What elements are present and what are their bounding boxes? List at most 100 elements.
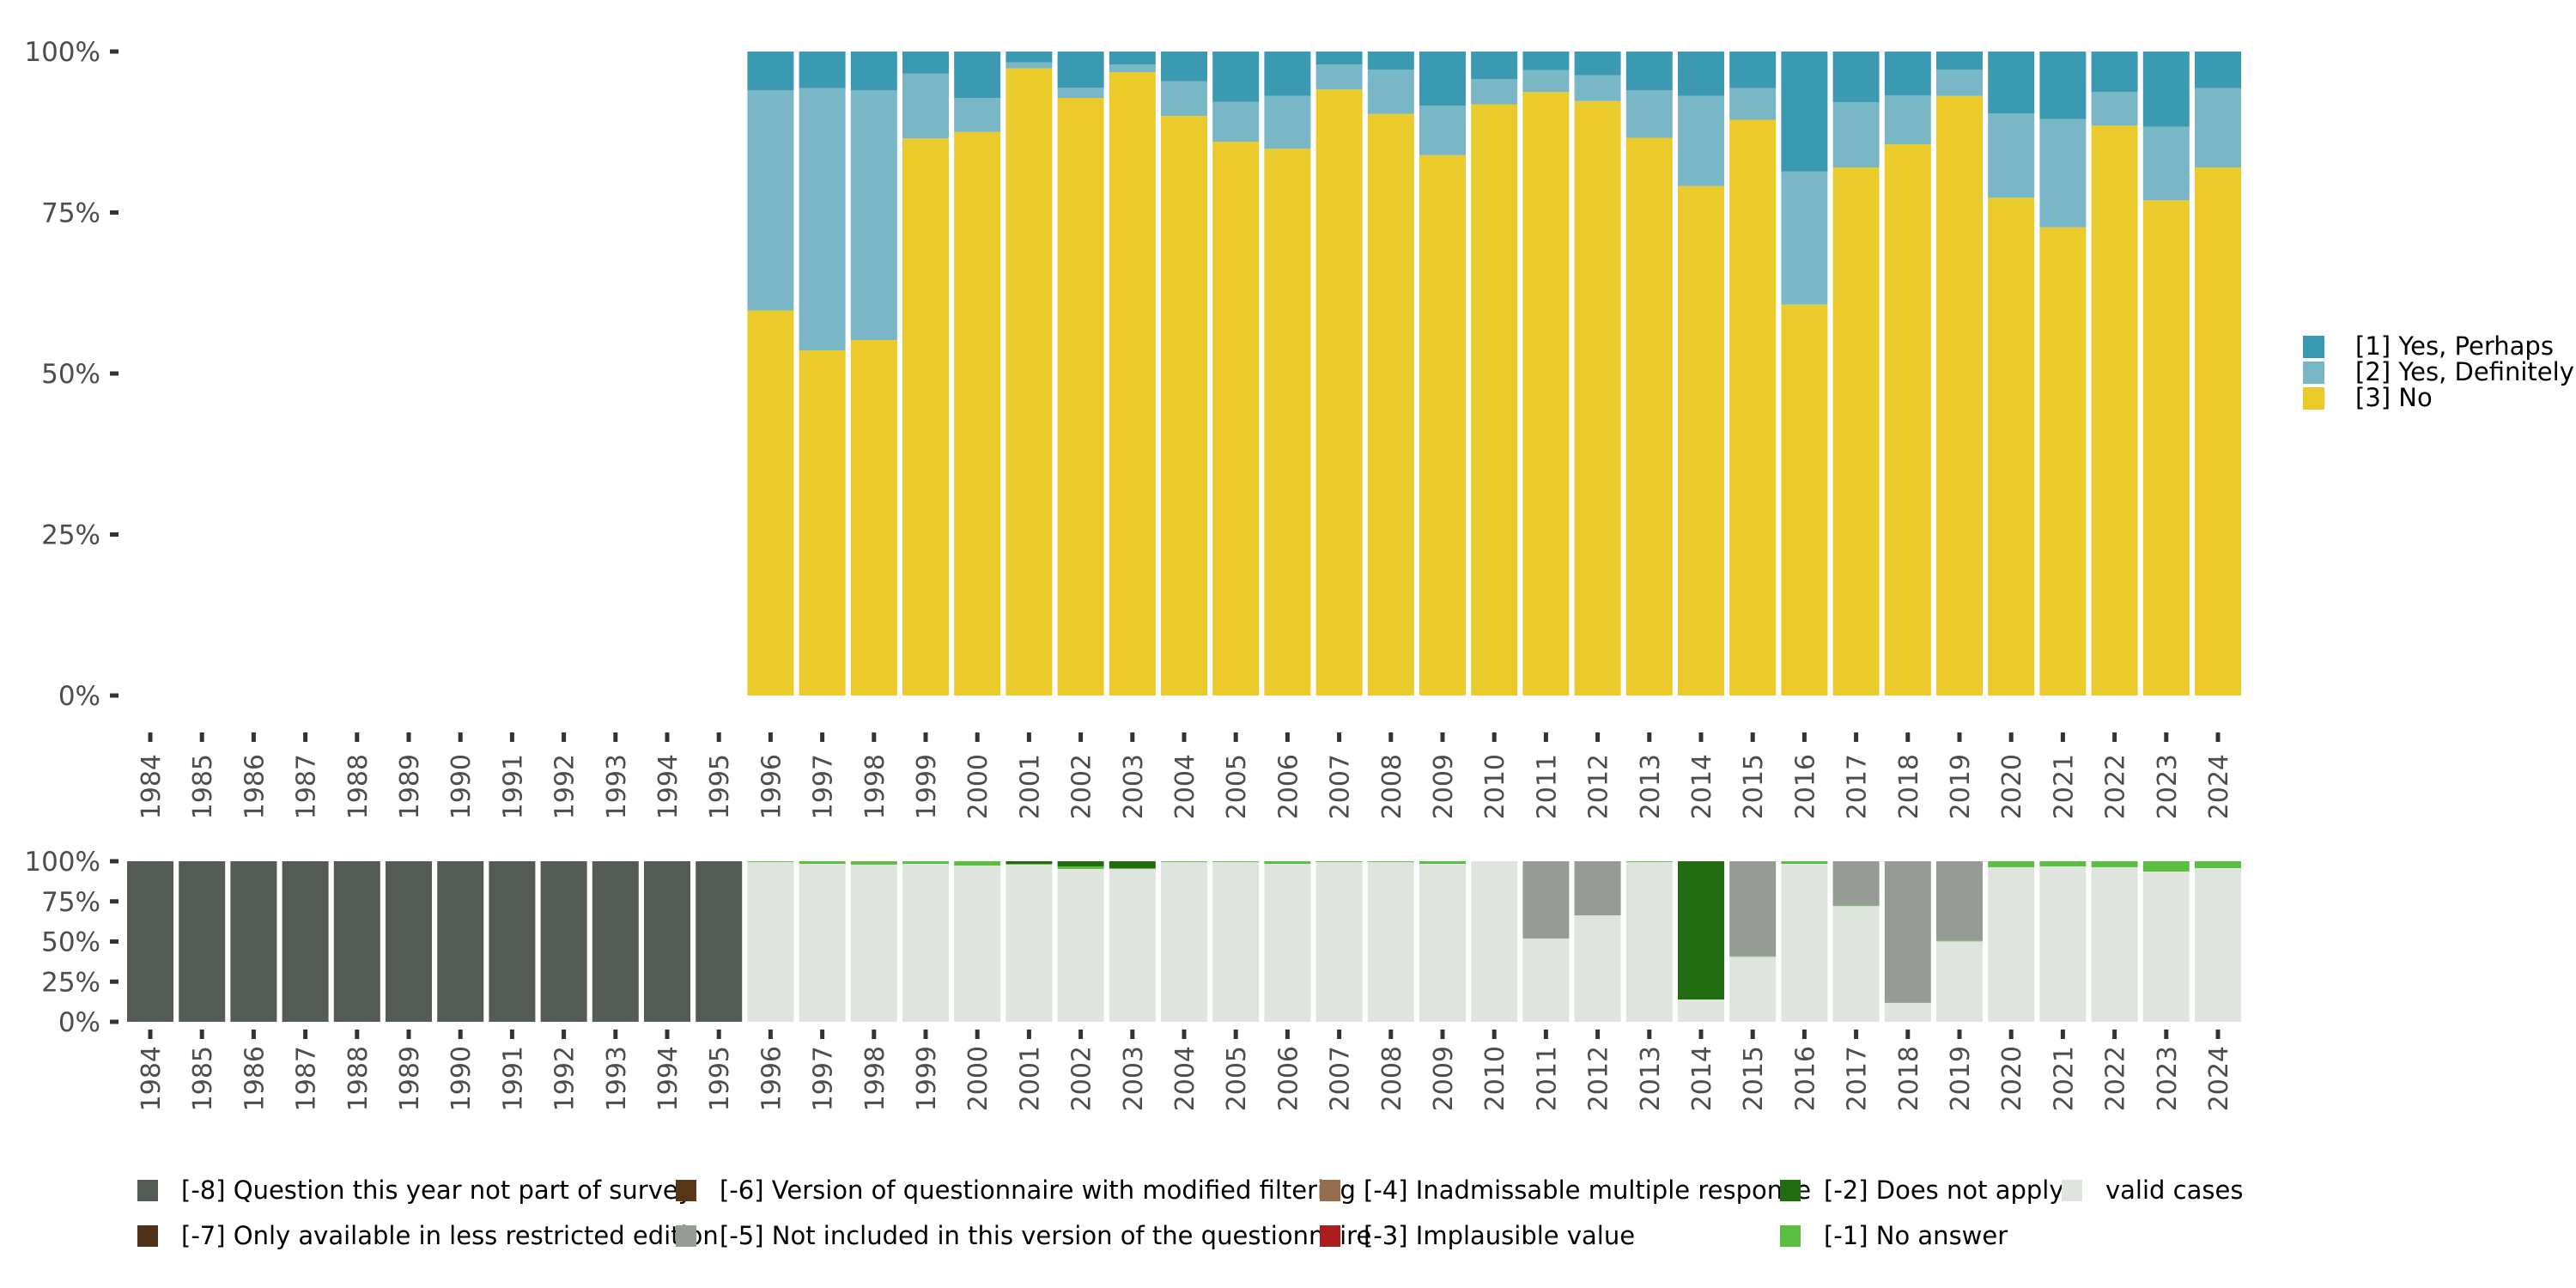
main-bar-2022-series-2 <box>2091 52 2138 93</box>
missing-bar-2014-series-0 <box>1678 999 1724 1022</box>
main-bar-2015-series-2 <box>1729 52 1777 88</box>
main-bar-2019-series-1 <box>1936 70 1983 96</box>
missing-bar-2023-series-1 <box>2142 861 2190 872</box>
missing-bar-2014-series-2 <box>1678 861 1724 1000</box>
missing-legend-label-5: [-7] Only available in less restricted e… <box>181 1221 719 1250</box>
missing-xtick-label-2016: 2016 <box>1790 1046 1820 1111</box>
main-xtick-label-2012: 2012 <box>1584 754 1614 819</box>
main-bar-2004-series-2 <box>1161 52 1207 82</box>
main-bar-2001-series-2 <box>1005 52 1053 63</box>
main-bar-1998-series-1 <box>850 90 897 340</box>
missing-xtick-label-2012: 2012 <box>1584 1046 1614 1111</box>
main-bar-2008-series-2 <box>1367 52 1414 70</box>
missing-xtick-label-2009: 2009 <box>1429 1046 1459 1111</box>
main-bar-2000-series-0 <box>954 131 1001 696</box>
main-xtick-label-2007: 2007 <box>1326 754 1356 819</box>
main-xtick-label-2016: 2016 <box>1790 754 1820 819</box>
missing-legend-key-7 <box>1320 1225 1340 1247</box>
missing-xtick-label-2023: 2023 <box>2153 1046 2183 1111</box>
missing-xtick-label-1997: 1997 <box>809 1046 839 1111</box>
main-xtick-label-2009: 2009 <box>1429 754 1459 819</box>
missing-bar-2001-series-1 <box>1005 863 1053 865</box>
missing-bar-2022-series-1 <box>2091 861 2138 867</box>
missing-bar-2000-series-1 <box>954 861 1001 866</box>
main-xtick-label-1994: 1994 <box>653 754 683 819</box>
missing-bar-1995-series-4 <box>696 861 743 1022</box>
main-xtick-label-2015: 2015 <box>1739 754 1769 819</box>
main-bar-2001-series-0 <box>1005 68 1053 696</box>
missing-bar-2016-series-0 <box>1781 863 1828 1022</box>
missing-xtick-label-2020: 2020 <box>1997 1046 2027 1111</box>
missing-bar-2022-series-0 <box>2091 866 2138 1022</box>
main-xtick-label-2014: 2014 <box>1687 754 1717 819</box>
main-bar-2006-series-1 <box>1264 95 1311 149</box>
missing-legend-key-1 <box>676 1180 696 1201</box>
missing-legend-key-0 <box>137 1180 158 1201</box>
missing-bar-2001-series-2 <box>1005 861 1053 864</box>
missing-xtick-label-2013: 2013 <box>1636 1046 1666 1111</box>
missing-xtick-label-1991: 1991 <box>498 1046 528 1111</box>
missing-bar-2004-series-1 <box>1161 861 1207 862</box>
main-x-axis: 1984 1985 1986 1987 1988 1989 1990 1991 1992 1993… <box>137 732 2234 819</box>
main-bar-2020-series-1 <box>1988 113 2035 198</box>
main-bar-1996-series-1 <box>747 90 794 311</box>
main-bar-2003-series-1 <box>1109 64 1156 72</box>
missing-bar-2002-series-2 <box>1057 861 1104 866</box>
main-bar-2021-series-1 <box>2039 118 2087 228</box>
missing-xtick-label-2014: 2014 <box>1687 1046 1717 1111</box>
main-xtick-label-2018: 2018 <box>1894 754 1924 819</box>
missing-xtick-label-2010: 2010 <box>1480 1046 1510 1111</box>
main-bar-2003-series-0 <box>1109 72 1156 696</box>
missing-legend-label-6: [-5] Not included in this version of the… <box>720 1221 1371 1250</box>
main-bar-2023-series-1 <box>2142 126 2190 201</box>
missing-bar-2006-series-0 <box>1264 863 1311 1022</box>
missing-ytick-label-1: 25% <box>41 967 100 998</box>
main-bar-2018-series-2 <box>1884 52 1931 95</box>
missing-bar-2019-series-0 <box>1936 941 1983 1022</box>
main-bar-2024-series-1 <box>2195 88 2241 167</box>
main-y-axis: 0% 25% 50% 75% 100% <box>24 37 118 712</box>
main-bar-2016-series-2 <box>1781 52 1828 172</box>
missing-ytick-label-3: 75% <box>41 887 100 918</box>
main-xtick-label-1997: 1997 <box>809 754 839 819</box>
missing-bar-1996-series-0 <box>747 861 794 1022</box>
missing-bar-2021-series-0 <box>2039 866 2087 1022</box>
main-bar-2017-series-1 <box>1832 102 1880 167</box>
missing-bar-2005-series-1 <box>1212 861 1260 862</box>
main-xtick-label-2003: 2003 <box>1119 754 1149 819</box>
main-bar-2023-series-2 <box>2142 52 2190 127</box>
main-ytick-label-3: 75% <box>41 198 100 229</box>
missing-bar-2004-series-0 <box>1161 861 1207 1022</box>
main-bar-2006-series-2 <box>1264 52 1311 96</box>
main-bar-2005-series-2 <box>1212 52 1260 102</box>
main-ytick-label-2: 50% <box>41 359 100 390</box>
missing-xtick-label-1989: 1989 <box>395 1046 425 1111</box>
missing-bar-2013-series-0 <box>1625 861 1673 1022</box>
main-bar-2007-series-0 <box>1315 89 1363 696</box>
main-xtick-label-2024: 2024 <box>2204 754 2234 819</box>
missing-bar-2012-series-0 <box>1574 915 1621 1022</box>
main-bar-1997-series-1 <box>799 88 846 350</box>
main-bar-2004-series-0 <box>1161 116 1207 696</box>
missing-legend-key-4 <box>2062 1180 2082 1201</box>
main-bar-1997-series-2 <box>799 52 846 88</box>
main-xtick-label-1987: 1987 <box>292 754 322 819</box>
missing-bar-1991-series-4 <box>489 861 536 1022</box>
missing-xtick-label-1986: 1986 <box>240 1046 270 1111</box>
missing-xtick-label-2022: 2022 <box>2101 1046 2131 1111</box>
missing-bar-2009-series-1 <box>1419 861 1466 864</box>
main-bar-1999-series-2 <box>902 52 949 74</box>
missing-ytick-label-2: 50% <box>41 927 100 958</box>
missing-bar-1997-series-1 <box>799 861 846 864</box>
missing-bar-2003-series-0 <box>1109 868 1156 1022</box>
main-bar-2013-series-1 <box>1625 90 1673 138</box>
missing-bar-1984-series-4 <box>127 861 173 1022</box>
missing-xtick-label-2005: 2005 <box>1222 1046 1252 1111</box>
main-xtick-label-1986: 1986 <box>240 754 270 819</box>
missing-bar-1994-series-4 <box>644 861 690 1022</box>
main-bar-2021-series-0 <box>2039 227 2087 696</box>
missing-x-axis: 1984 1985 1986 1987 1988 1989 1990 1991 1992 1993… <box>137 1030 2234 1111</box>
missing-xtick-label-2000: 2000 <box>963 1046 993 1111</box>
missing-bar-2012-series-3 <box>1574 861 1621 916</box>
